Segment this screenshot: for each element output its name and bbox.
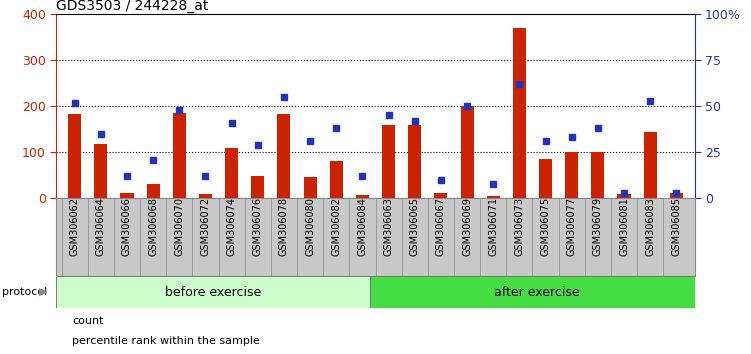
Text: GDS3503 / 244228_at: GDS3503 / 244228_at <box>56 0 209 13</box>
Bar <box>356 195 369 198</box>
Bar <box>95 144 107 198</box>
Bar <box>370 276 702 308</box>
Bar <box>487 196 499 198</box>
Bar <box>644 132 656 198</box>
Bar <box>513 28 526 198</box>
Text: before exercise: before exercise <box>165 286 261 298</box>
Bar <box>277 114 291 198</box>
Text: after exercise: after exercise <box>493 286 579 298</box>
Bar <box>617 194 631 198</box>
Bar <box>539 159 552 198</box>
Bar <box>120 193 134 198</box>
Bar <box>670 193 683 198</box>
Bar <box>68 114 81 198</box>
Bar <box>409 125 421 198</box>
Bar <box>225 148 238 198</box>
Bar <box>146 183 160 198</box>
Text: count: count <box>72 316 104 326</box>
Bar <box>460 106 474 198</box>
Bar <box>330 161 342 198</box>
Bar <box>199 194 212 198</box>
Bar <box>382 125 395 198</box>
Bar <box>566 152 578 198</box>
Bar <box>591 152 605 198</box>
Bar <box>303 177 317 198</box>
Bar <box>56 276 370 308</box>
Text: protocol: protocol <box>2 287 47 297</box>
Text: percentile rank within the sample: percentile rank within the sample <box>72 336 260 346</box>
Bar <box>252 176 264 198</box>
Bar <box>173 113 185 198</box>
Text: ▶: ▶ <box>39 287 47 297</box>
Bar <box>434 193 448 198</box>
